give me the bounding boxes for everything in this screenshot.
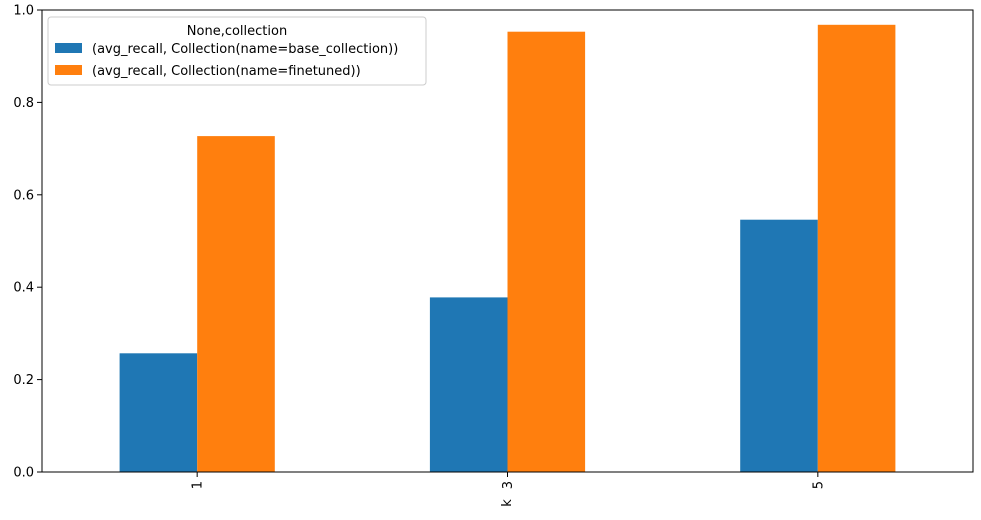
- x-tick-label-k1: 1: [191, 481, 206, 489]
- legend: None,collection (avg_recall, Collection(…: [47, 16, 427, 86]
- bar-base-collection-k3: [429, 297, 508, 472]
- bar-finetuned-k3: [507, 31, 586, 472]
- x-axis-label: k: [500, 499, 515, 507]
- x-tick-label-k5: 5: [811, 481, 826, 489]
- y-tick-label: 0.0: [13, 466, 34, 481]
- legend-box: [47, 16, 427, 86]
- legend-label-base-collection: (avg_recall, Collection(name=base_collec…: [92, 42, 398, 57]
- bar-base-collection-k1: [119, 353, 198, 472]
- bar-finetuned-k5: [817, 24, 896, 473]
- legend-swatch-finetuned: [55, 65, 82, 75]
- legend-label-finetuned: (avg_recall, Collection(name=finetuned)): [92, 64, 361, 79]
- x-tick-label-k3: 3: [501, 481, 516, 489]
- bar-finetuned-k1: [197, 136, 275, 472]
- bar-base-collection-k5: [740, 219, 818, 472]
- x-axis: 1 3 5: [191, 472, 826, 489]
- bars-group: [119, 24, 896, 473]
- legend-swatch-base-collection: [55, 43, 82, 53]
- y-tick-label: 0.2: [13, 373, 34, 388]
- legend-title: None,collection: [187, 24, 287, 39]
- y-tick-label: 0.6: [13, 188, 34, 203]
- y-axis: 0.0 0.2 0.4 0.6 0.8 1.0: [13, 4, 42, 481]
- y-tick-label: 1.0: [13, 4, 34, 19]
- y-tick-label: 0.8: [13, 96, 34, 111]
- y-tick-label: 0.4: [13, 281, 34, 296]
